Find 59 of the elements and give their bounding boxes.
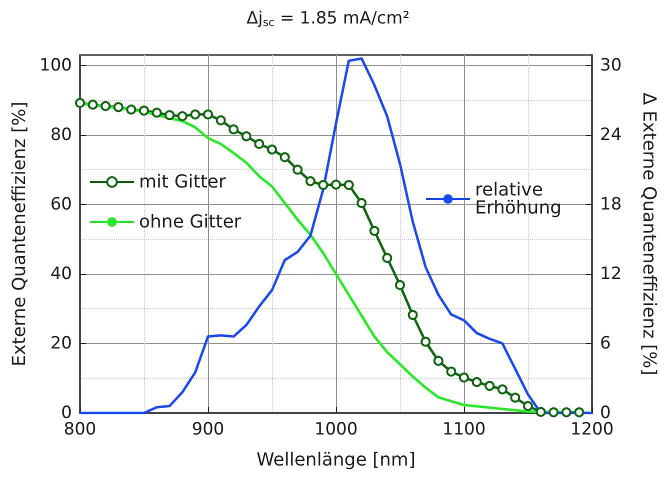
y-axis-title: Externe Quanteneffizienz [%] — [9, 102, 30, 366]
point — [280, 152, 290, 162]
point — [382, 252, 392, 263]
x-tick-label: 1000 — [314, 420, 358, 440]
point — [267, 144, 277, 155]
point — [164, 110, 175, 120]
point — [497, 384, 508, 394]
y2-axis-title: Δ Externe Quanteneffizienz [%] — [638, 92, 660, 376]
y-tick-label: 40 — [50, 264, 72, 284]
y2-tick-label: 24 — [600, 124, 622, 145]
point — [241, 131, 252, 142]
point — [408, 310, 418, 320]
point — [203, 109, 213, 120]
point — [152, 108, 162, 118]
point — [420, 336, 431, 347]
point — [139, 106, 149, 116]
y2-tick-label: 30 — [600, 55, 622, 76]
point — [433, 356, 444, 366]
point — [510, 392, 520, 403]
point — [574, 407, 584, 418]
point — [305, 176, 316, 186]
point — [228, 124, 239, 134]
point — [177, 111, 188, 122]
y-tick-label: 100 — [40, 55, 72, 76]
point — [292, 164, 303, 175]
legend-label: mit Gitter — [139, 172, 226, 192]
point — [190, 109, 200, 120]
y2-tick-label: 12 — [600, 264, 622, 284]
point — [113, 102, 124, 112]
point — [484, 380, 495, 391]
point — [344, 180, 354, 190]
point — [331, 180, 341, 190]
legend-label: ohne Gitter — [139, 212, 242, 232]
point — [536, 406, 546, 417]
point — [254, 138, 264, 149]
point — [369, 226, 380, 236]
point — [395, 280, 405, 290]
point — [356, 198, 367, 208]
y2-tick-label: 18 — [600, 194, 622, 214]
point — [472, 377, 482, 388]
legend-label: relative Erhöhung — [475, 180, 562, 218]
point — [318, 180, 328, 190]
y2-tick-label: 6 — [600, 333, 611, 354]
point — [100, 101, 111, 112]
x-tick-label: 1100 — [442, 420, 486, 440]
point — [75, 98, 85, 108]
point — [446, 366, 456, 377]
y-tick-label: 60 — [50, 194, 72, 214]
point — [548, 407, 559, 418]
x-axis-title: Wellenlänge [nm] — [256, 450, 416, 470]
point — [523, 401, 533, 412]
point — [561, 407, 572, 418]
y-tick-label: 20 — [50, 333, 72, 354]
x-tick-label: 900 — [192, 420, 224, 440]
point — [126, 104, 136, 115]
point — [88, 100, 98, 110]
y-tick-label: 80 — [50, 124, 72, 145]
point — [216, 115, 226, 126]
point — [459, 372, 469, 383]
